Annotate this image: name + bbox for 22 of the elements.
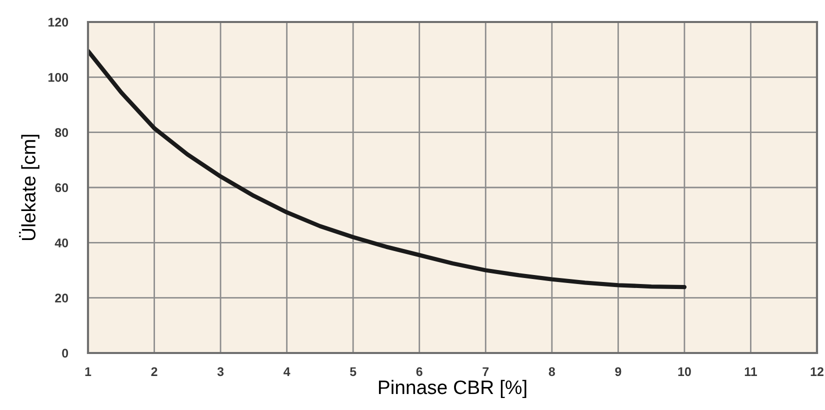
- y-tick-label: 20: [55, 294, 68, 302]
- x-tick-label: 3: [217, 367, 224, 376]
- x-tick-label: 7: [482, 367, 489, 376]
- x-tick-label: 9: [615, 367, 622, 376]
- x-axis-title: Pinnase CBR [%]: [378, 380, 526, 398]
- y-tick-label: 40: [54, 238, 68, 248]
- x-tick-label: 1: [85, 367, 92, 376]
- x-tick-label: 12: [810, 367, 824, 376]
- x-tick-label: 11: [744, 367, 757, 376]
- y-axis-title: Ülekate [cm]: [19, 134, 40, 240]
- x-tick-label: 10: [678, 367, 691, 376]
- y-tick-label: 120: [48, 18, 68, 27]
- y-tick-label: 60: [55, 183, 68, 192]
- x-tick-label: 6: [416, 367, 422, 376]
- y-tick-label: 0: [62, 348, 68, 358]
- y-tick-label: 100: [48, 72, 68, 82]
- x-tick-label: 8: [548, 367, 555, 376]
- x-tick-label: 2: [151, 367, 158, 376]
- x-tick-label: 4: [284, 367, 290, 376]
- line-series: [88, 48, 687, 290]
- x-tick-label: 5: [350, 367, 356, 376]
- y-tick-label: 80: [55, 128, 68, 137]
